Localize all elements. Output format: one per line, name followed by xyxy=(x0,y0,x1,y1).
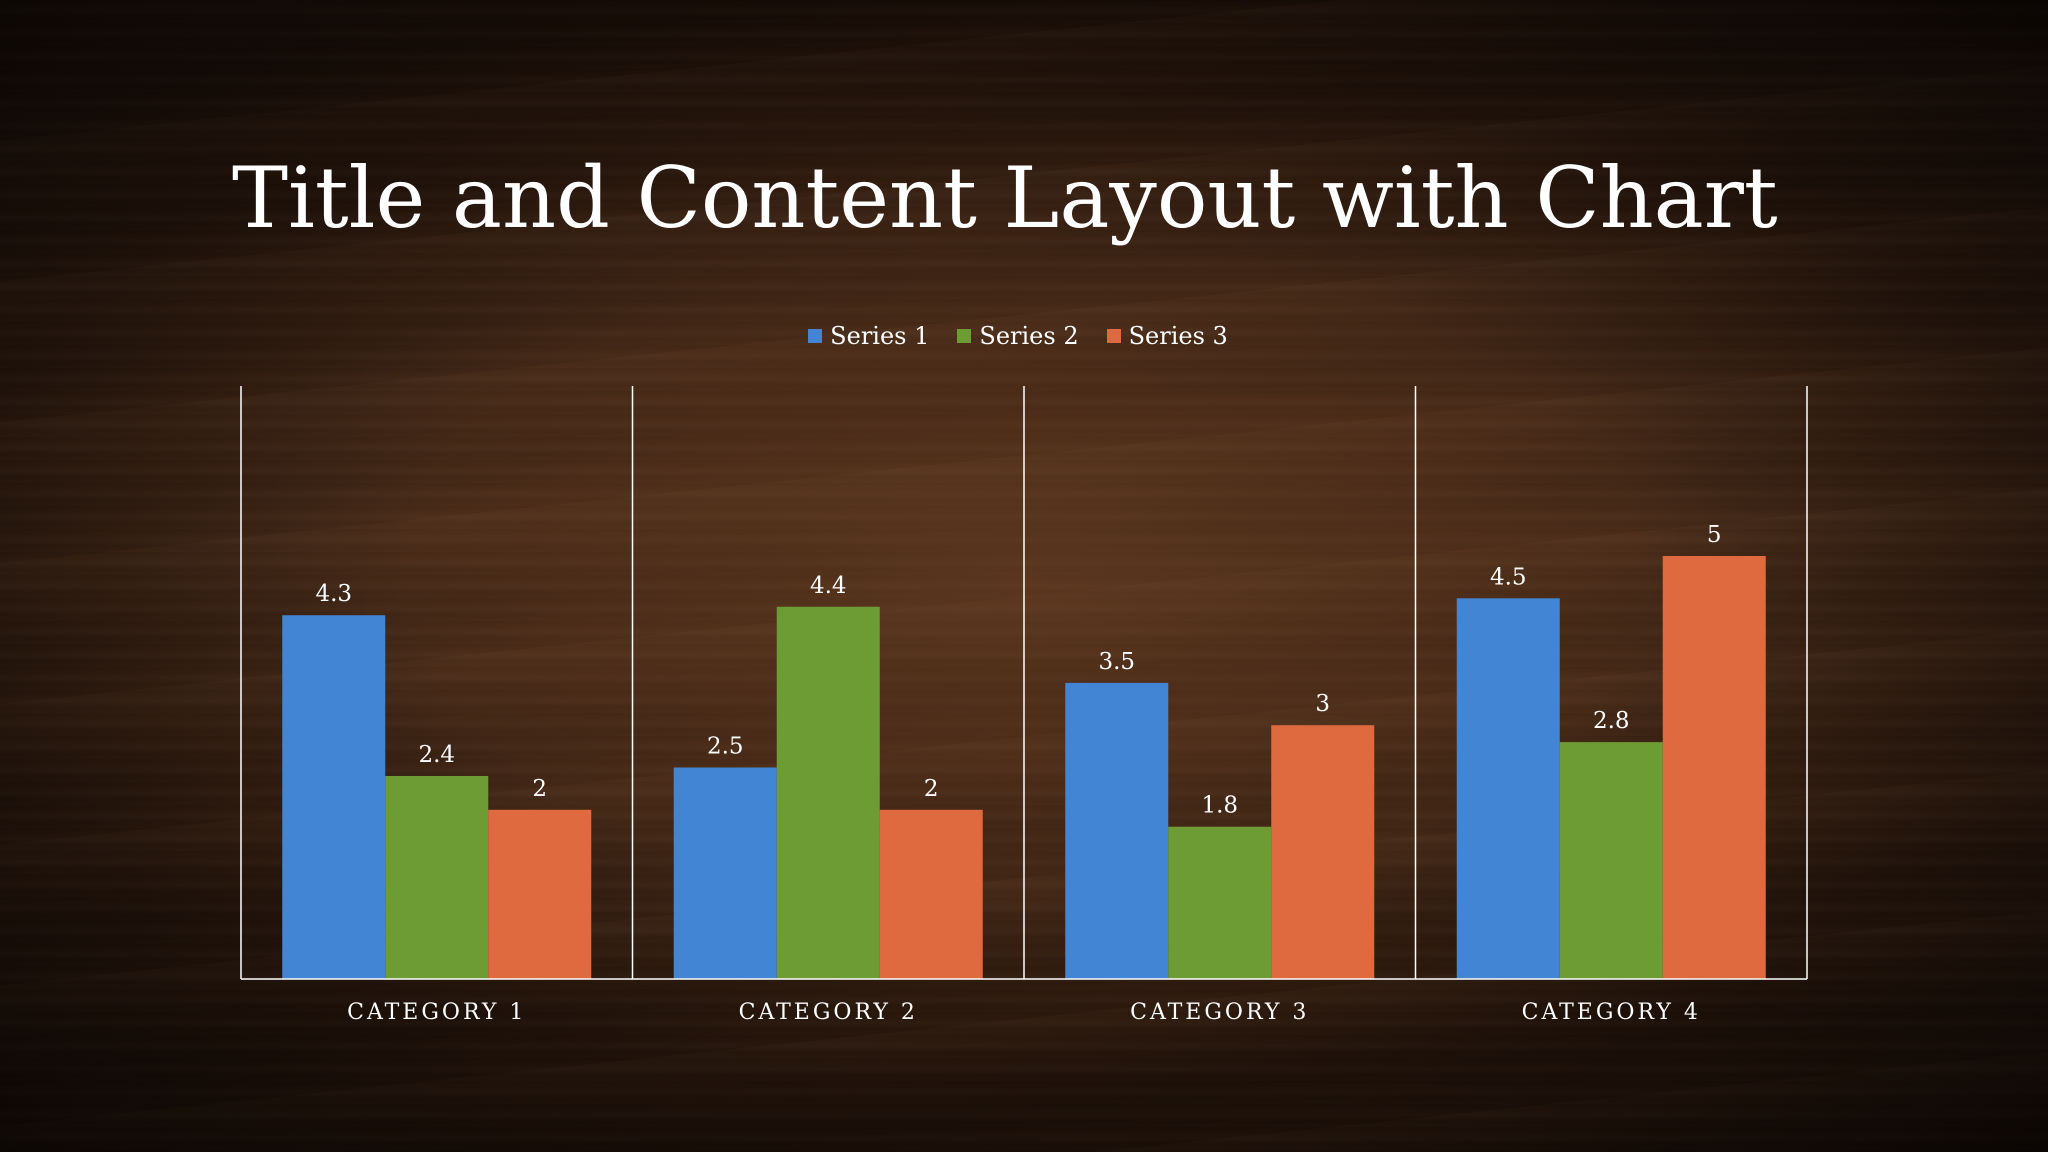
data-label-2-category-1: 2.4 xyxy=(418,742,455,768)
bar-3-category-2 xyxy=(879,809,983,979)
data-label-2-category-4: 2.8 xyxy=(1593,708,1630,734)
data-label-3-category-1: 2 xyxy=(532,776,547,802)
category-label-2: CATEGORY 2 xyxy=(739,1000,918,1025)
bar-1-category-2 xyxy=(673,767,777,979)
bar-2-category-1 xyxy=(385,775,489,979)
category-label-1: CATEGORY 1 xyxy=(347,1000,526,1025)
data-label-2-category-2: 4.4 xyxy=(810,573,847,599)
legend-swatch xyxy=(957,329,972,343)
bar-1-category-3 xyxy=(1065,682,1169,979)
legend-item-series-2: Series 2 xyxy=(957,322,1079,350)
data-label-1-category-1: 4.3 xyxy=(315,581,352,607)
bar-1-category-1 xyxy=(282,615,386,979)
legend-label: Series 3 xyxy=(1128,322,1228,350)
data-label-1-category-2: 2.5 xyxy=(707,734,744,760)
data-label-3-category-3: 3 xyxy=(1315,691,1330,717)
bar-2-category-4 xyxy=(1559,742,1663,979)
chart-legend: Series 1 Series 2 Series 3 xyxy=(0,322,2048,350)
data-label-1-category-4: 4.5 xyxy=(1490,564,1527,590)
legend-item-series-1: Series 1 xyxy=(808,322,929,350)
bar-2-category-3 xyxy=(1168,826,1272,979)
legend-label: Series 1 xyxy=(830,322,930,350)
data-label-3-category-2: 2 xyxy=(924,776,939,802)
data-label-3-category-4: 5 xyxy=(1707,522,1722,548)
bar-3-category-1 xyxy=(488,809,592,979)
legend-entries: Series 1 Series 2 Series 3 xyxy=(808,322,1228,350)
data-label-1-category-3: 3.5 xyxy=(1098,649,1135,675)
legend-swatch xyxy=(1106,329,1121,343)
legend-item-series-3: Series 3 xyxy=(1106,322,1228,350)
category-label-4: CATEGORY 4 xyxy=(1522,1000,1701,1025)
bar-3-category-3 xyxy=(1271,725,1375,979)
category-label-3: CATEGORY 3 xyxy=(1130,1000,1309,1025)
legend-label: Series 2 xyxy=(979,322,1079,350)
legend-swatch xyxy=(808,329,823,343)
bar-2-category-2 xyxy=(776,606,880,979)
bar-3-category-4 xyxy=(1662,556,1766,979)
data-label-2-category-3: 1.8 xyxy=(1201,793,1238,819)
slide-title: Title and Content Layout with Chart xyxy=(232,149,1778,247)
bar-1-category-4 xyxy=(1456,598,1560,979)
